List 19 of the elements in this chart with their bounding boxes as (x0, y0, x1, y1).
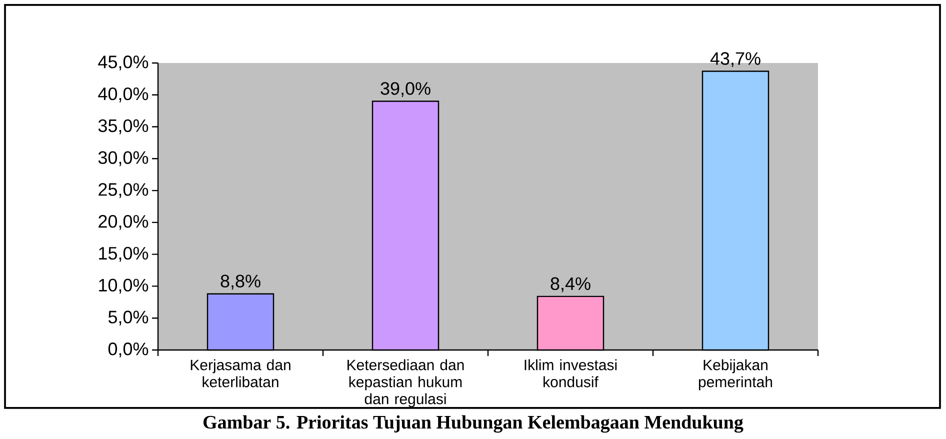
y-tick-label: 25,0% (98, 183, 148, 198)
data-label: 8,4% (550, 277, 590, 292)
y-tick-label: 5,0% (108, 310, 148, 326)
y-tick-label: 0,0% (108, 342, 148, 358)
x-tick-label: Kerjasama dan keterlibatan (190, 359, 290, 388)
y-tick-label: 40,0% (98, 87, 148, 102)
data-label: 39,0% (380, 82, 430, 97)
y-tick-label: 45,0% (98, 56, 148, 70)
x-tick-label: Kebijakan pemerintah (698, 359, 772, 390)
y-tick-label: 35,0% (98, 119, 148, 134)
data-label: 8,8% (220, 274, 260, 290)
y-tick-label: 15,0% (99, 246, 148, 262)
x-tick-label: Iklim investasi kondusif (524, 359, 617, 388)
y-tick-label: 10,0% (99, 278, 148, 294)
text: Gambar 5. Prioritas Tujuan Hubungan Kelembagaan Mendukung (203, 415, 744, 433)
data-label: 43,7% (710, 52, 760, 68)
x-tick-label: Ketersediaan dan kepastian hukum dan regulasi (348, 359, 464, 408)
y-tick-label: 30,0% (98, 151, 148, 166)
y-tick-label: 20,0% (98, 215, 148, 230)
